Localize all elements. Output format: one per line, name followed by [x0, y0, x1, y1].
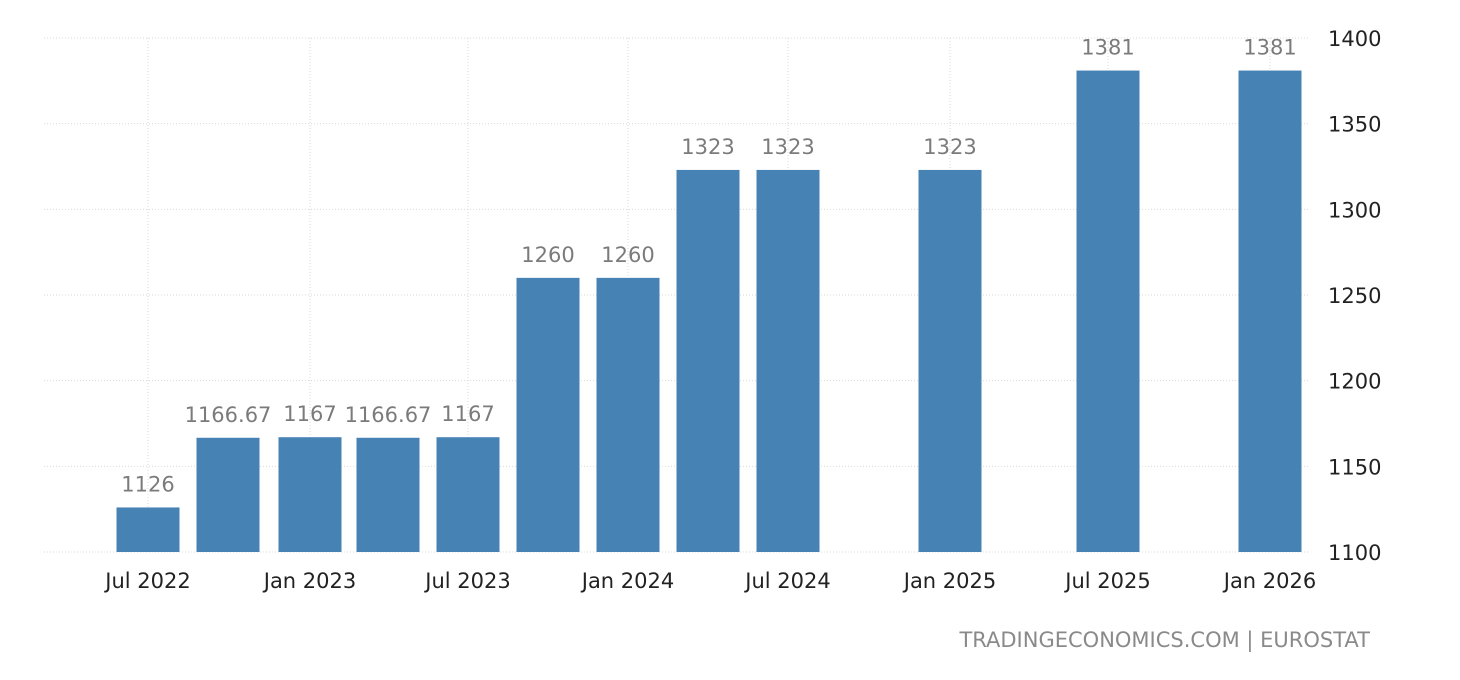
- bars: [116, 70, 1302, 552]
- y-tick-label: 1300: [1328, 198, 1381, 222]
- data-label: 1166.67: [185, 403, 272, 427]
- bar: [436, 437, 500, 552]
- data-label: 1323: [923, 135, 976, 159]
- y-tick-label: 1100: [1328, 541, 1381, 565]
- x-tick-label: Jul 2025: [1063, 569, 1150, 593]
- bar: [1238, 70, 1302, 552]
- bar: [1076, 70, 1140, 552]
- data-label: 1260: [601, 243, 654, 267]
- data-label: 1381: [1081, 36, 1134, 60]
- x-axis: Jul 2022 Jan 2023 Jul 2023 Jan 2024 Jul 2024…: [103, 569, 1316, 593]
- x-tick-label: Jul 2024: [743, 569, 830, 593]
- data-label: 1167: [441, 402, 494, 426]
- x-tick-label: Jan 2023: [262, 569, 357, 593]
- x-tick-label: Jul 2023: [423, 569, 510, 593]
- bar: [516, 277, 580, 552]
- y-tick-label: 1200: [1328, 370, 1381, 394]
- bar: [278, 437, 342, 552]
- x-tick-label: Jan 2024: [580, 569, 675, 593]
- data-labels: 1126 1166.67 1167 1166.67 1167 1260 1260 1323 13…: [121, 36, 1296, 497]
- bar: [676, 169, 740, 552]
- bar: [196, 437, 260, 552]
- data-label: 1323: [681, 135, 734, 159]
- x-tick-label: Jan 2025: [902, 569, 997, 593]
- y-tick-label: 1250: [1328, 284, 1381, 308]
- data-label: 1126: [121, 472, 174, 496]
- y-tick-label: 1150: [1328, 455, 1381, 479]
- source-credit: TRADINGECONOMICS.COM | EUROSTAT: [959, 628, 1370, 652]
- x-tick-label: Jan 2026: [1222, 569, 1317, 593]
- bar: [356, 437, 420, 552]
- data-label: 1323: [761, 135, 814, 159]
- data-label: 1166.67: [345, 403, 432, 427]
- bar: [596, 277, 660, 552]
- y-tick-label: 1350: [1328, 113, 1381, 137]
- y-tick-label: 1400: [1328, 27, 1381, 51]
- bar: [918, 169, 982, 552]
- y-axis: 1100 1150 1200 1250 1300 1350 1400: [1328, 27, 1381, 565]
- data-label: 1167: [283, 402, 336, 426]
- bar: [116, 507, 180, 552]
- data-label: 1381: [1243, 36, 1296, 60]
- data-label: 1260: [521, 243, 574, 267]
- x-tick-label: Jul 2022: [103, 569, 190, 593]
- bar: [756, 169, 820, 552]
